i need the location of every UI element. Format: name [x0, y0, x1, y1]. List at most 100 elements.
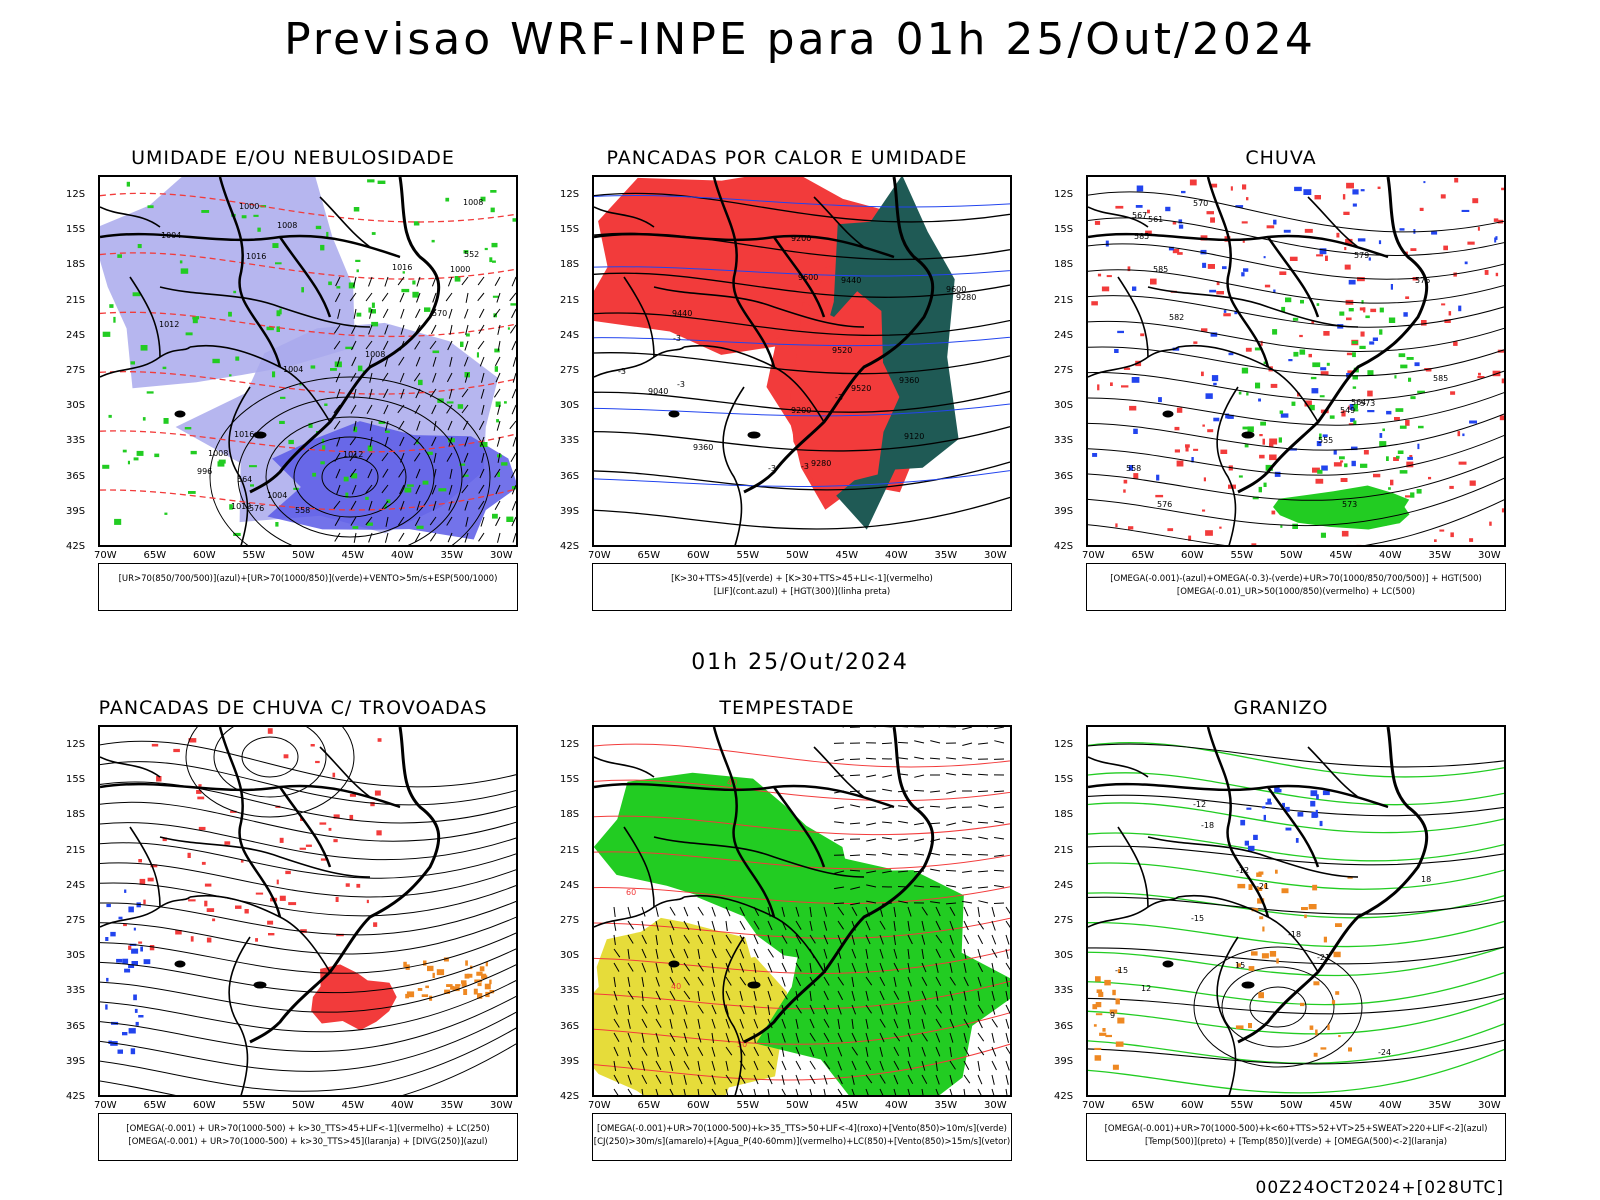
thunderstorm-area: [128, 945, 132, 950]
wind-vector: [447, 420, 453, 431]
state-border: [683, 894, 825, 973]
instability-area: [477, 993, 483, 999]
wind-vector: [349, 452, 357, 462]
low-humidity-speck: [497, 472, 500, 477]
wind-vector: [368, 356, 373, 367]
wind-vector: [945, 854, 957, 856]
rain-area: [1344, 247, 1347, 251]
rain-area: [1393, 457, 1399, 461]
wind-vector: [683, 976, 690, 986]
page-title: Previsao WRF-INPE para 01h 25/Out/2024: [284, 14, 1316, 65]
low-humidity-speck: [413, 221, 420, 226]
lake-marker: [1241, 431, 1255, 439]
wind-vector: [977, 962, 984, 973]
thunderstorm-area: [255, 892, 264, 895]
coastline: [743, 177, 935, 494]
thunderstorm-area: [299, 847, 306, 850]
wind-vector: [613, 962, 620, 972]
wind-vector: [898, 805, 909, 808]
wind-vector: [511, 404, 516, 415]
forecast-map: [98, 725, 518, 1097]
wind-vector: [669, 1088, 674, 1095]
lifted-index-contour: [594, 266, 1010, 277]
wind-vector: [367, 468, 373, 479]
wind-vector: [849, 822, 861, 825]
rain-area: [1219, 526, 1222, 529]
wind-vector: [336, 388, 341, 399]
wind-vector: [335, 468, 341, 479]
instability-area: [417, 988, 423, 991]
strong-omega-area: [1247, 426, 1254, 433]
omega-500-area: [1313, 1052, 1318, 1057]
latitude-tick-label: 39S: [66, 505, 86, 517]
longitude-tick-label: 50W: [292, 550, 315, 561]
low-humidity-speck: [492, 513, 498, 519]
contour-label: 582: [1169, 313, 1184, 322]
longitude-tick-label: 30W: [984, 550, 1007, 561]
streamline: [213, 727, 327, 798]
omega-500-area: [1117, 1017, 1125, 1024]
wind-vector: [907, 1074, 914, 1085]
latitude-tick-label: 42S: [66, 541, 86, 552]
contour-label: -18: [1201, 821, 1214, 830]
low-humidity-speck: [190, 450, 197, 455]
strong-omega-area: [1367, 370, 1374, 376]
lake-marker: [1162, 410, 1174, 418]
wind-vector: [879, 1074, 886, 1084]
low-humidity-speck: [228, 311, 232, 317]
latitude-tick-label: 27S: [1054, 365, 1074, 376]
latitude-tick-label: 27S: [560, 915, 580, 926]
wind-vector: [353, 276, 357, 287]
strong-omega-area: [1278, 437, 1282, 443]
wind-vector: [641, 948, 647, 959]
wind-vector: [463, 452, 469, 463]
wind-vector: [994, 885, 1005, 888]
strong-omega-area: [1300, 299, 1304, 304]
low-humidity-speck: [182, 546, 190, 547]
rain-area: [1370, 308, 1377, 313]
strong-omega-area: [1410, 492, 1415, 498]
omega-500-area: [1237, 883, 1246, 889]
wind-vector: [350, 404, 357, 414]
low-humidity-speck: [229, 374, 232, 377]
latitude-tick-label: 12S: [66, 739, 86, 750]
wind-vector: [655, 1018, 662, 1028]
wind-vector: [697, 1074, 703, 1085]
wind-vector: [795, 1032, 800, 1043]
panel-title: GRANIZO: [1233, 697, 1329, 719]
temp-500-contour: [1088, 794, 1504, 817]
longitude-tick-label: 45W: [1329, 1100, 1353, 1111]
contour-label: 585: [1153, 265, 1168, 274]
wind-vector: [365, 340, 373, 350]
rain-area: [1207, 429, 1214, 433]
state-border: [683, 344, 825, 423]
omega-500-area: [1102, 1028, 1106, 1032]
wind-vector: [893, 948, 898, 959]
wind-vector: [511, 340, 516, 351]
wind-vector: [739, 948, 745, 959]
omega-area: [1303, 189, 1312, 195]
wind-vector: [739, 1074, 746, 1084]
wind-field: [333, 276, 516, 543]
state-border: [319, 746, 371, 798]
rain-area: [1220, 449, 1228, 454]
omega-500-area: [1104, 979, 1111, 986]
wind-vector: [753, 1088, 756, 1095]
latitude-tick-label: 42S: [66, 1091, 86, 1102]
coastline: [249, 177, 441, 494]
low-humidity-speck: [511, 486, 516, 490]
wind-vector: [929, 805, 941, 808]
streamline: [100, 900, 516, 936]
height-contour: [1088, 346, 1504, 377]
geography-borders: [1088, 727, 1429, 1095]
rain-area: [1363, 450, 1369, 455]
omega-500-area: [1312, 884, 1318, 891]
rain-area: [1189, 179, 1197, 186]
wind-vector: [781, 976, 786, 987]
low-humidity-speck: [117, 254, 122, 258]
wind-vector: [697, 1032, 702, 1043]
wind-vector: [711, 1060, 716, 1071]
low-humidity-speck: [490, 207, 495, 213]
low-humidity-speck: [233, 290, 237, 294]
longitude-tick-label: 30W: [984, 1100, 1007, 1111]
